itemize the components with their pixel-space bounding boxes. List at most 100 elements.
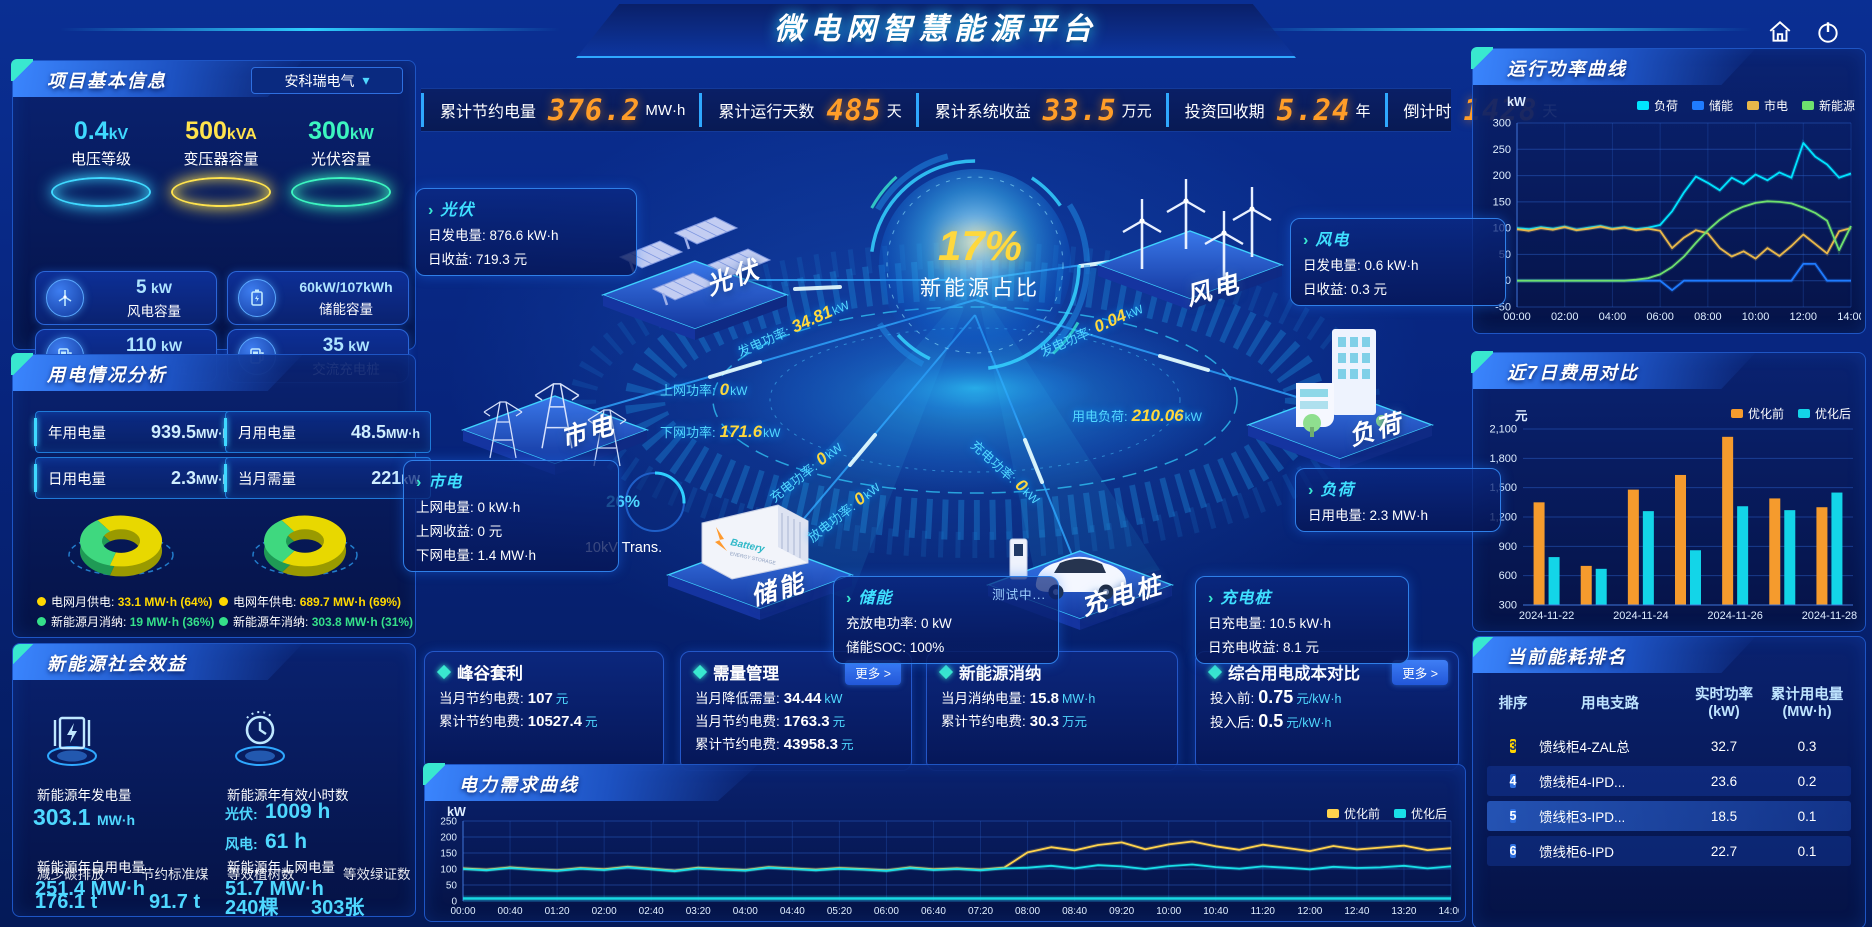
power-ylabel: kW	[1507, 95, 1526, 109]
svg-text:200: 200	[440, 833, 457, 844]
legend-item[interactable]: 储能	[1691, 97, 1733, 114]
legend-item[interactable]: 优化前	[1730, 405, 1784, 422]
demand-more-button[interactable]: 更多 >	[845, 660, 901, 685]
panel-demand-title: 电力需求曲线	[459, 775, 579, 795]
kpi-bar: 累计节约电量 376.2 MW·h 累计运行天数 485 天 累计系统收益 33.5 万元 …	[421, 88, 1557, 132]
legend-item[interactable]: 市电	[1746, 97, 1788, 114]
card-grid: › 市电 上网电量: 0 kW·h 上网收益: 0 元 下网电量: 1.4 MW·…	[403, 460, 619, 572]
kpi-revenue: 累计系统收益 33.5 万元	[915, 93, 1166, 127]
pv-hours-value: 1009 h	[265, 800, 331, 823]
svg-text:50: 50	[446, 881, 458, 892]
kpi-saved-energy: 累计节约电量 376.2 MW·h	[421, 93, 699, 127]
legend-grid-year: 电网年供电: 689.7 MW·h (69%)	[219, 593, 401, 610]
svg-text:03:20: 03:20	[686, 906, 711, 917]
hours-label: 新能源年有效小时数	[227, 788, 349, 803]
table-row[interactable]: 3 馈线柜4-ZAL总 32.7 0.3	[1509, 738, 1817, 755]
storage-status-badge: 测试中...	[992, 588, 1046, 602]
svg-text:09:20: 09:20	[1109, 906, 1134, 917]
legend-item[interactable]: 优化前	[1326, 805, 1380, 822]
panel-power-title: 运行功率曲线	[1507, 59, 1627, 79]
flow-load: 用电负荷: 210.06kW	[1072, 406, 1202, 425]
svg-text:02:40: 02:40	[639, 906, 664, 917]
svg-text:300: 300	[1493, 118, 1511, 130]
card-storage: › 储能 测试中... 充放电功率: 0 kW 储能SOC: 100%	[833, 576, 1059, 664]
panel-energy-ranking: 当前能耗排名 排序 用电支路 实时功率 (kW) 累计用电量 (MW·h) 3 馈线…	[1472, 636, 1866, 927]
legend-renewable-year: 新能源年消纳: 303.8 MW·h (31%)	[219, 613, 413, 630]
legend-item[interactable]: 优化后	[1393, 805, 1447, 822]
panel-project-info: 项目基本信息 安科瑞电气 ▾ 0.4kV 电压等级 500kVA 变压器容量 3…	[11, 59, 416, 383]
svg-text:2024-11-26: 2024-11-26	[1707, 610, 1762, 622]
svg-text:04:00: 04:00	[733, 906, 758, 917]
svg-text:00:40: 00:40	[498, 906, 523, 917]
table-row[interactable]: 4 馈线柜4-IPD... 23.6 0.2	[1487, 766, 1851, 796]
svg-text:01:20: 01:20	[545, 906, 570, 917]
power-icon	[1818, 22, 1838, 43]
svg-text:02:00: 02:00	[1551, 311, 1579, 323]
gen-label: 新能源年发电量	[37, 788, 132, 803]
tree-label: 等效植树数	[227, 867, 295, 882]
panel-cost-compare-7d: 近7日费用对比 元 优化前 优化后 2,100 1,800 1,500 1,200 90…	[1471, 351, 1866, 632]
table-row[interactable]: 6 馈线柜6-IPD 22.7 0.1	[1487, 836, 1851, 866]
svg-text:08:00: 08:00	[1015, 906, 1040, 917]
card-demand-mgmt: 需量管理 更多 > 当月降低需量: 34.44 kW 当月节约电费: 1763.3 元 …	[680, 651, 912, 771]
wind-turbine-icon	[46, 279, 84, 317]
coal-label: 节约标准煤	[141, 867, 209, 882]
page-title: 微电网智慧能源平台	[774, 13, 1098, 46]
rank-badge: 6	[1509, 844, 1517, 858]
panel-benefit-header	[13, 644, 303, 680]
year-supply-donut-chart	[252, 515, 358, 577]
demand-legend: 优化前 优化后	[1326, 805, 1447, 822]
svg-text:150: 150	[1493, 196, 1511, 208]
flow-grid-import: 下网功率: 171.6kW	[660, 422, 781, 441]
card-pv: › 光伏 日发电量: 876.6 kW·h 日收益: 719.3 元	[415, 188, 637, 276]
svg-text:14:00: 14:00	[1837, 311, 1861, 323]
cert-label: 等效绿证数	[343, 867, 411, 882]
svg-text:150: 150	[440, 849, 457, 860]
svg-text:11:20: 11:20	[1251, 906, 1276, 917]
corner-flag-icon	[11, 353, 33, 375]
legend-item[interactable]: 负荷	[1636, 97, 1678, 114]
power-button[interactable]	[1810, 14, 1846, 50]
table-row[interactable]: 5 馈线柜3-IPD... 18.5 0.1	[1487, 801, 1851, 831]
svg-text:00:00: 00:00	[450, 906, 475, 917]
diamond-icon	[436, 664, 452, 680]
battery-icon	[238, 279, 276, 317]
demand-curve-chart: 250 200 150 100 50 000:00 00:40 01:20 02:00 02:40…	[440, 817, 1459, 917]
diamond-icon	[1207, 664, 1223, 680]
project-selector-value: 安科瑞电气	[284, 72, 355, 89]
panel-ranking-title: 当前能耗排名	[1507, 647, 1627, 667]
flow-grid-export: 上网功率: 0kW	[660, 380, 748, 399]
home-button[interactable]	[1762, 14, 1798, 50]
svg-text:05:20: 05:20	[827, 906, 852, 917]
svg-text:100: 100	[440, 865, 457, 876]
pedestal-voltage: 0.4kV 电压等级	[41, 117, 161, 207]
svg-text:12:40: 12:40	[1344, 906, 1369, 917]
chevron-down-icon: ▾	[362, 72, 370, 88]
legend-item[interactable]: 新能源	[1801, 97, 1855, 114]
corner-flag-icon	[1471, 47, 1493, 69]
project-selector-dropdown[interactable]: 安科瑞电气 ▾	[251, 67, 403, 94]
wind-hours-label: 风电:	[225, 836, 258, 852]
diamond-icon	[938, 664, 954, 680]
panel-usage-analysis: 用电情况分析 年用电量 939.5MW·h 月用电量 48.5MW·h 日用电量 2.…	[11, 353, 431, 638]
rank-badge: 4	[1509, 774, 1517, 788]
svg-text:900: 900	[1499, 541, 1517, 553]
legend-item[interactable]: 优化后	[1797, 405, 1851, 422]
corner-flag-icon	[1473, 637, 1493, 657]
card-wind: › 风电 日发电量: 0.6 kW·h 日收益: 0.3 元	[1290, 218, 1506, 306]
panel-benefit-title: 新能源社会效益	[47, 654, 187, 674]
corner-flag-icon	[423, 763, 445, 785]
pedestal-transformer: 500kVA 变压器容量	[161, 117, 281, 207]
panel-power-curve: 运行功率曲线 kW 负荷 储能 市电 新能源 30025020015010050…	[1471, 47, 1866, 334]
card-cost-compare: 综合用电成本对比 更多 > 投入前: 0.75 元/kW·h 投入后: 0.5 元/kW…	[1195, 651, 1459, 771]
legend-renewable-month: 新能源月消纳: 19 MW·h (36%)	[37, 613, 214, 630]
svg-text:0: 0	[1505, 275, 1511, 287]
stat-wind-capacity: 5 kW 风电容量	[35, 271, 217, 325]
svg-text:02:00: 02:00	[592, 906, 617, 917]
cost-more-button[interactable]: 更多 >	[1392, 660, 1448, 685]
pv-hours-label: 光伏:	[225, 806, 258, 822]
svg-text:04:40: 04:40	[780, 906, 805, 917]
svg-text:07:20: 07:20	[968, 906, 993, 917]
app-titlebar: 微电网智慧能源平台	[576, 4, 1296, 58]
card-charger: › 充电桩 日充电量: 10.5 kW·h 日充电收益: 8.1 元	[1195, 576, 1409, 664]
